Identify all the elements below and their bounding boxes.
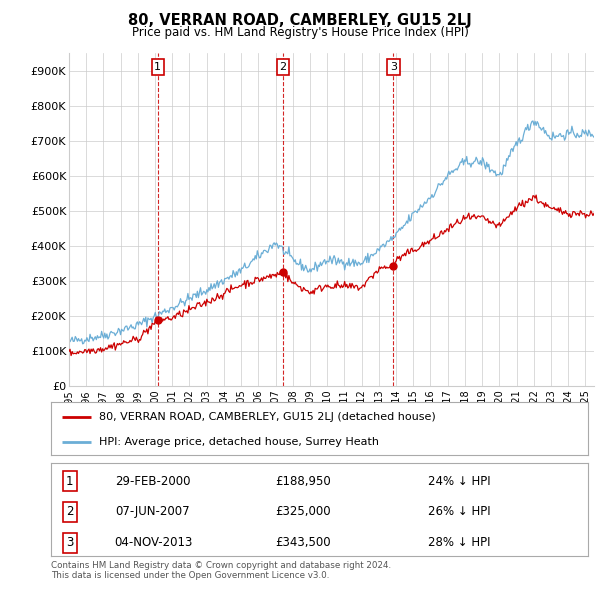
Text: £343,500: £343,500 (275, 536, 331, 549)
Text: 28% ↓ HPI: 28% ↓ HPI (428, 536, 490, 549)
Text: 26% ↓ HPI: 26% ↓ HPI (428, 506, 490, 519)
Text: 80, VERRAN ROAD, CAMBERLEY, GU15 2LJ (detached house): 80, VERRAN ROAD, CAMBERLEY, GU15 2LJ (de… (100, 412, 436, 422)
Text: 24% ↓ HPI: 24% ↓ HPI (428, 475, 490, 488)
Text: £188,950: £188,950 (275, 475, 331, 488)
Text: 04-NOV-2013: 04-NOV-2013 (114, 536, 192, 549)
Text: 3: 3 (390, 62, 397, 72)
Text: 2: 2 (280, 62, 287, 72)
Text: 1: 1 (154, 62, 161, 72)
Text: 2: 2 (66, 506, 74, 519)
Text: 3: 3 (66, 536, 73, 549)
Text: 29-FEB-2000: 29-FEB-2000 (115, 475, 191, 488)
Text: 1: 1 (66, 475, 74, 488)
Text: £325,000: £325,000 (275, 506, 331, 519)
Text: Price paid vs. HM Land Registry's House Price Index (HPI): Price paid vs. HM Land Registry's House … (131, 26, 469, 39)
Text: HPI: Average price, detached house, Surrey Heath: HPI: Average price, detached house, Surr… (100, 437, 379, 447)
Text: Contains HM Land Registry data © Crown copyright and database right 2024.
This d: Contains HM Land Registry data © Crown c… (51, 560, 391, 580)
Text: 80, VERRAN ROAD, CAMBERLEY, GU15 2LJ: 80, VERRAN ROAD, CAMBERLEY, GU15 2LJ (128, 13, 472, 28)
Text: 07-JUN-2007: 07-JUN-2007 (116, 506, 190, 519)
